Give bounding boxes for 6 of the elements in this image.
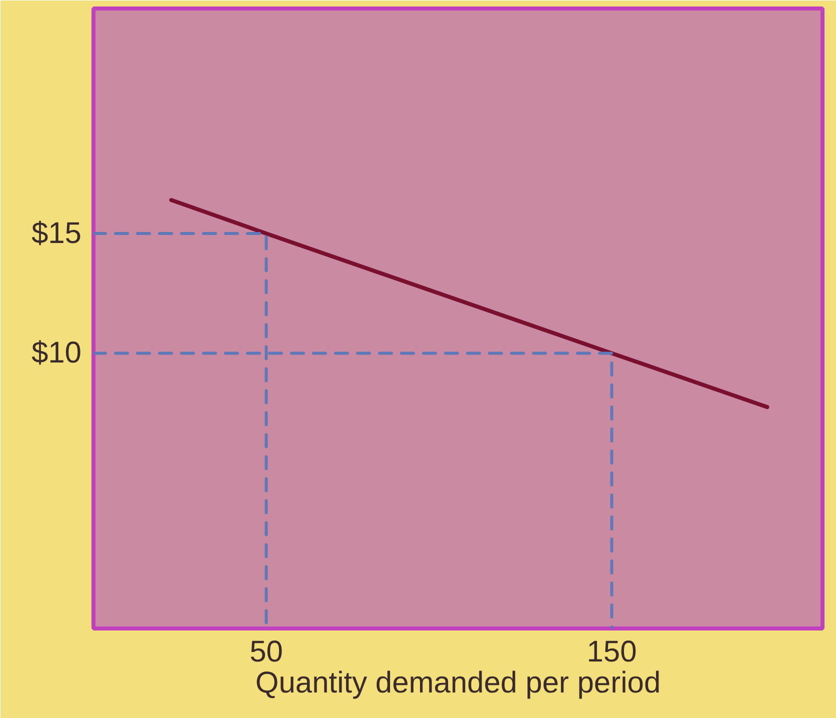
- x-axis-title: Quantity demanded per period: [255, 666, 661, 700]
- x-tick-label: 150: [586, 636, 637, 668]
- y-tick-label: $10: [31, 336, 82, 370]
- line-series: [169, 198, 770, 410]
- x-tick-label: 50: [250, 636, 283, 668]
- y-tick-label: $15: [31, 217, 82, 250]
